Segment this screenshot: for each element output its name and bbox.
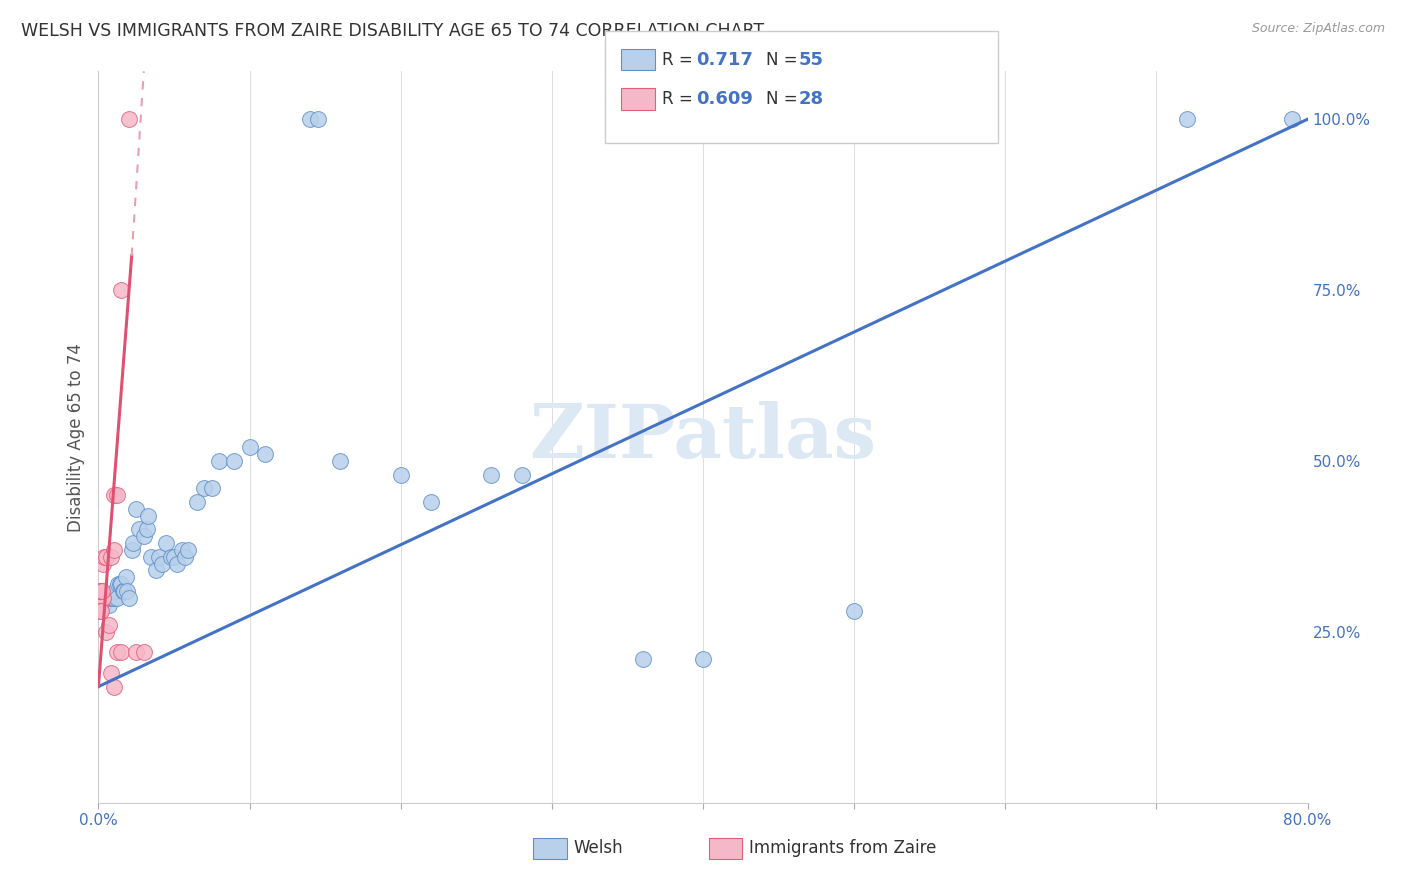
Point xyxy=(844,604,866,618)
Text: Source: ZipAtlas.com: Source: ZipAtlas.com xyxy=(1251,22,1385,36)
Text: 55: 55 xyxy=(799,51,824,69)
Point xyxy=(103,542,125,557)
Point xyxy=(96,591,118,605)
Point xyxy=(631,652,654,666)
Point xyxy=(110,283,132,297)
Point xyxy=(193,481,215,495)
Point xyxy=(103,488,125,502)
Point xyxy=(1175,112,1198,127)
Point xyxy=(91,591,114,605)
Point xyxy=(91,557,114,571)
Point xyxy=(89,598,111,612)
Point xyxy=(89,583,111,598)
Point xyxy=(692,652,714,666)
Text: Welsh: Welsh xyxy=(574,839,623,857)
Point xyxy=(94,591,117,605)
Point xyxy=(104,583,127,598)
Point xyxy=(510,467,533,482)
Point xyxy=(108,577,131,591)
Point xyxy=(90,583,112,598)
Text: 28: 28 xyxy=(799,90,824,108)
Point xyxy=(112,583,135,598)
Point xyxy=(176,542,198,557)
Point xyxy=(98,618,121,632)
Point xyxy=(148,549,170,564)
Y-axis label: Disability Age 65 to 74: Disability Age 65 to 74 xyxy=(66,343,84,532)
Point xyxy=(100,665,122,680)
Point xyxy=(481,467,503,482)
Point xyxy=(299,112,322,127)
Point xyxy=(125,501,148,516)
Point xyxy=(224,454,246,468)
Point xyxy=(115,583,138,598)
Point xyxy=(125,645,148,659)
Point xyxy=(170,542,193,557)
Point xyxy=(201,481,224,495)
Point xyxy=(420,495,443,509)
Point xyxy=(110,645,132,659)
Point xyxy=(89,604,111,618)
Point xyxy=(100,591,122,605)
Point xyxy=(253,447,276,461)
Point xyxy=(110,577,132,591)
Point xyxy=(107,577,129,591)
Point xyxy=(329,454,352,468)
Text: ZIPatlas: ZIPatlas xyxy=(530,401,876,474)
Point xyxy=(136,508,159,523)
Point xyxy=(141,549,163,564)
Text: WELSH VS IMMIGRANTS FROM ZAIRE DISABILITY AGE 65 TO 74 CORRELATION CHART: WELSH VS IMMIGRANTS FROM ZAIRE DISABILIT… xyxy=(21,22,765,40)
Point xyxy=(160,549,183,564)
Point xyxy=(1281,112,1303,127)
Point xyxy=(90,591,112,605)
Text: N =: N = xyxy=(766,90,803,108)
Text: R =: R = xyxy=(662,51,699,69)
Point xyxy=(98,598,121,612)
Text: 0.717: 0.717 xyxy=(696,51,752,69)
Point xyxy=(91,591,114,605)
Point xyxy=(90,604,112,618)
Point xyxy=(121,542,143,557)
Point xyxy=(111,583,134,598)
Point xyxy=(122,536,145,550)
Point xyxy=(166,557,188,571)
Point xyxy=(101,591,124,605)
Point xyxy=(118,591,141,605)
Text: R =: R = xyxy=(662,90,699,108)
Point xyxy=(135,522,157,536)
Point xyxy=(239,440,262,454)
Point xyxy=(100,549,122,564)
Point xyxy=(90,591,112,605)
Point xyxy=(132,529,155,543)
Point xyxy=(163,549,186,564)
Point xyxy=(93,591,115,605)
Point xyxy=(389,467,412,482)
Point xyxy=(118,112,141,127)
Point xyxy=(114,570,136,584)
Point xyxy=(145,563,167,577)
Text: 0.609: 0.609 xyxy=(696,90,752,108)
Point xyxy=(93,549,115,564)
Point xyxy=(173,549,195,564)
Point xyxy=(128,522,150,536)
Point xyxy=(155,536,177,550)
Point xyxy=(105,645,128,659)
Text: Immigrants from Zaire: Immigrants from Zaire xyxy=(749,839,936,857)
Point xyxy=(91,583,114,598)
Point xyxy=(105,488,128,502)
Point xyxy=(307,112,329,127)
Point xyxy=(90,583,112,598)
Point xyxy=(94,549,117,564)
Point xyxy=(103,591,125,605)
Point xyxy=(103,680,125,694)
Point xyxy=(91,598,114,612)
Point xyxy=(208,454,231,468)
Point xyxy=(132,645,155,659)
Point xyxy=(150,557,173,571)
Point xyxy=(186,495,208,509)
Point xyxy=(94,624,117,639)
Point xyxy=(105,591,128,605)
Text: N =: N = xyxy=(766,51,803,69)
